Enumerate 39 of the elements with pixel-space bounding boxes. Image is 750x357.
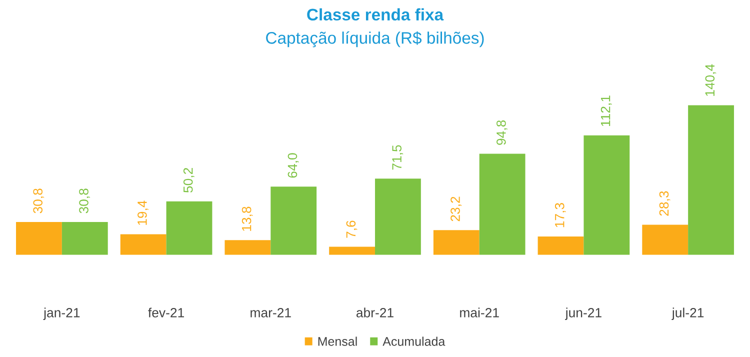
bar [62, 222, 108, 255]
x-tick-label: jun-21 [565, 308, 602, 320]
bar [479, 154, 526, 255]
bar [688, 105, 734, 255]
data-label: 19,4 [138, 200, 148, 225]
data-label: 7,6 [346, 220, 358, 238]
data-label: 64,0 [288, 153, 299, 178]
legend-label: Acumulada [382, 336, 446, 346]
data-label: 30,8 [33, 188, 44, 214]
bar [433, 230, 480, 255]
data-label: 71,5 [392, 145, 404, 170]
data-label: 50,2 [183, 168, 194, 193]
legend-label: Mensal [318, 336, 357, 346]
x-tick-label: jul-21 [672, 308, 704, 320]
bar [375, 178, 421, 255]
bar [270, 186, 317, 255]
bar [16, 222, 62, 255]
x-tick-label: fev-21 [148, 308, 184, 318]
x-tick-label: mai-21 [460, 308, 499, 318]
data-label: 13,8 [242, 206, 253, 231]
data-label: 17,3 [554, 203, 566, 228]
bar [538, 236, 584, 255]
bar [166, 201, 212, 255]
data-label: 94,8 [496, 120, 508, 145]
data-label: 112,1 [600, 96, 612, 126]
chart-title: Classe renda fixa [307, 8, 444, 21]
data-label: 23,2 [450, 196, 462, 222]
bar [329, 246, 375, 255]
data-label: 30,8 [79, 188, 90, 214]
bar [120, 234, 166, 255]
x-tick-label: mar-21 [250, 308, 291, 318]
chart-subtitle: Captação líquida (R$ bilhões) [266, 31, 484, 48]
data-label: 140,4 [705, 64, 716, 96]
data-label: 28,3 [659, 191, 670, 216]
bar [642, 224, 688, 255]
bar [584, 135, 630, 255]
x-tick-label: jan-21 [43, 308, 80, 320]
bar [224, 240, 271, 255]
x-tick-label: abr-21 [356, 308, 394, 318]
